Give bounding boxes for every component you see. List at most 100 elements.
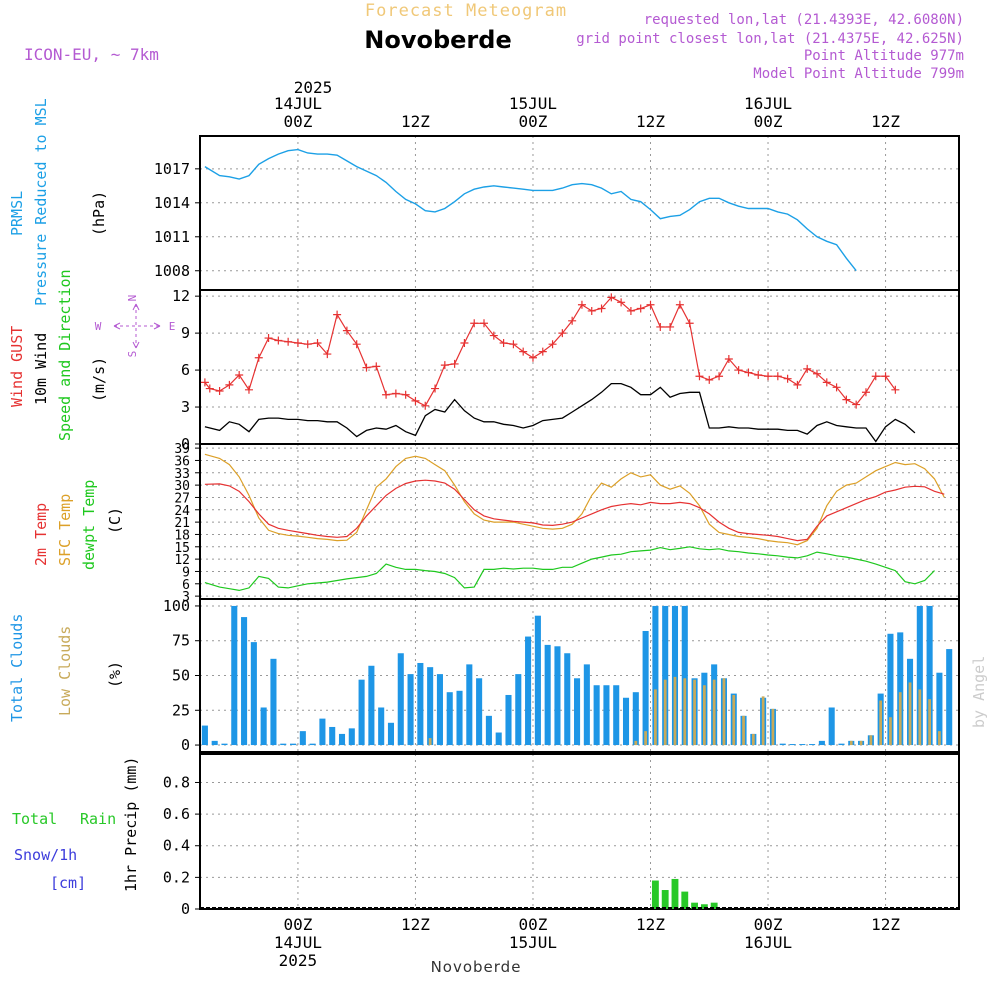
top-hour-label: 00Z	[283, 112, 312, 131]
total-cloud-bar	[221, 743, 228, 746]
total-cloud-bar	[407, 674, 414, 746]
gust-point	[244, 385, 253, 394]
y-tick-label: 15	[174, 541, 190, 556]
bottom-hour-label: 00Z	[754, 915, 783, 934]
total-cloud-bar	[818, 740, 825, 746]
pressure-series	[204, 148, 857, 272]
gust-point	[362, 363, 371, 372]
pressure-label-2: Pressure Reduced to MSL	[32, 98, 50, 306]
total-cloud-bar	[613, 685, 620, 746]
wind-speed-line	[204, 382, 916, 443]
total-cloud-bar	[280, 743, 287, 746]
total-cloud-bar	[446, 692, 453, 746]
low-cloud-bar	[908, 682, 912, 746]
compass-w: W	[95, 320, 102, 333]
total-cloud-bar	[622, 697, 630, 746]
gust-point	[607, 293, 616, 302]
low-cloud-bar	[771, 708, 775, 746]
y-tick-label: 0.2	[163, 868, 190, 886]
gust-point	[617, 298, 626, 307]
low-cloud-bar	[849, 740, 853, 746]
total-cloud-bar	[241, 617, 248, 746]
gust-point	[519, 347, 528, 356]
wind-direction-label: Speed and Direction	[56, 269, 74, 441]
y-tick-label: 12	[172, 287, 190, 305]
low-cloud-bar	[928, 699, 931, 746]
y-tick-label: 30	[174, 479, 190, 494]
y-tick-label: 0	[181, 900, 190, 918]
gust-point	[822, 378, 831, 387]
temp2m-line	[204, 479, 945, 542]
point-altitude: Point Altitude 977m	[804, 48, 964, 64]
y-tick-label: 39	[174, 442, 190, 457]
gust-point	[538, 347, 547, 356]
gust-point	[734, 366, 743, 375]
gust-point	[852, 400, 861, 409]
low-cloud-bar	[879, 700, 883, 746]
y-tick-label: 100	[163, 597, 190, 615]
low-cloud-bar	[889, 717, 892, 746]
total-cloud-bar	[593, 685, 600, 746]
total-cloud-bar	[329, 726, 336, 746]
gust-point	[254, 353, 263, 362]
low-clouds-label: Low Clouds	[56, 626, 74, 716]
chart-title: Forecast Meteogram	[365, 1, 567, 21]
low-cloud-bar	[918, 689, 922, 746]
temp2m-label: 2m Temp	[32, 503, 50, 566]
total-cloud-bar	[211, 740, 218, 746]
total-cloud-bar	[358, 679, 365, 746]
gust-point	[264, 334, 273, 343]
total-cloud-bar	[505, 694, 512, 746]
gust-point	[528, 353, 537, 362]
gust-point	[499, 338, 508, 347]
bottom-hour-label: 12Z	[871, 915, 900, 934]
top-hour-label: 12Z	[871, 112, 900, 131]
panel-frame-precip	[199, 753, 960, 910]
total-cloud-bar	[309, 743, 316, 746]
low-cloud-bar	[722, 678, 726, 746]
total-cloud-bar	[828, 707, 835, 746]
location-title: Novoberde	[364, 26, 511, 54]
gust-point	[411, 396, 420, 405]
total-cloud-bar	[525, 636, 532, 746]
total-cloud-bar	[231, 605, 238, 746]
watermark: by Angel	[970, 656, 988, 728]
gust-point	[235, 371, 244, 380]
model-label: ICON-EU, ~ 7km	[24, 45, 159, 64]
gust-point	[724, 354, 733, 363]
total-cloud-bar	[897, 632, 904, 746]
low-cloud-bar	[673, 676, 677, 746]
gust-point	[695, 372, 704, 381]
gust-point	[215, 387, 224, 396]
y-tick-label: 0.4	[163, 837, 190, 855]
total-cloud-bar	[779, 743, 786, 746]
total-cloud-bar	[926, 605, 933, 746]
total-cloud-bar	[799, 744, 806, 746]
gust-point	[460, 338, 469, 347]
top-date-label: 15JUL	[509, 94, 557, 113]
temp-unit: (C)	[106, 507, 124, 534]
gust-point	[656, 322, 665, 331]
low-cloud-bar	[751, 733, 755, 746]
y-tick-label: 33	[174, 467, 190, 482]
total-cloud-bar	[427, 667, 434, 746]
top-date-label: 16JUL	[744, 94, 792, 113]
gust-point	[744, 368, 753, 377]
total-cloud-bar	[838, 743, 845, 746]
sfc-temp-line	[204, 453, 945, 546]
gust-point	[225, 380, 234, 389]
low-cloud-bar	[683, 678, 687, 746]
bottom-hour-label: 12Z	[401, 915, 430, 934]
grid-lines	[200, 136, 959, 910]
total-cloud-bar	[642, 630, 649, 746]
total-cloud-bar	[652, 605, 659, 746]
gust-point	[401, 390, 410, 399]
panel-frame-pressure	[199, 135, 960, 291]
total-cloud-bar	[476, 678, 483, 746]
cloud-series	[201, 605, 953, 746]
gust-point	[793, 380, 802, 389]
panel-frame-temp	[199, 443, 960, 600]
rain-bar	[681, 891, 689, 909]
total-cloud-bar	[916, 605, 923, 746]
gust-label: Wind GUST	[8, 326, 26, 407]
